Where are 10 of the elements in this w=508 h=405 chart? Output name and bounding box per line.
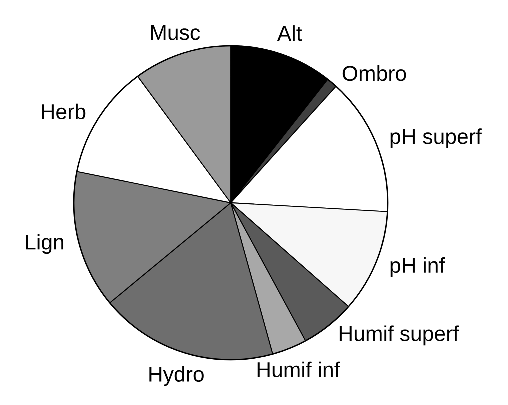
slice-label: pH superf — [390, 128, 482, 149]
slice-label: pH inf — [390, 257, 446, 278]
slice-label: Musc — [151, 25, 200, 40]
slice-label: Humif superf — [340, 326, 460, 346]
slice-label: Lign — [26, 234, 64, 254]
slice-label: Ombro — [342, 66, 406, 82]
slice-label: Hydro — [150, 366, 204, 386]
slice-label: Alt — [277, 26, 302, 42]
slice-label: Humif inf — [258, 362, 340, 378]
slice-label: Herb — [42, 104, 86, 120]
